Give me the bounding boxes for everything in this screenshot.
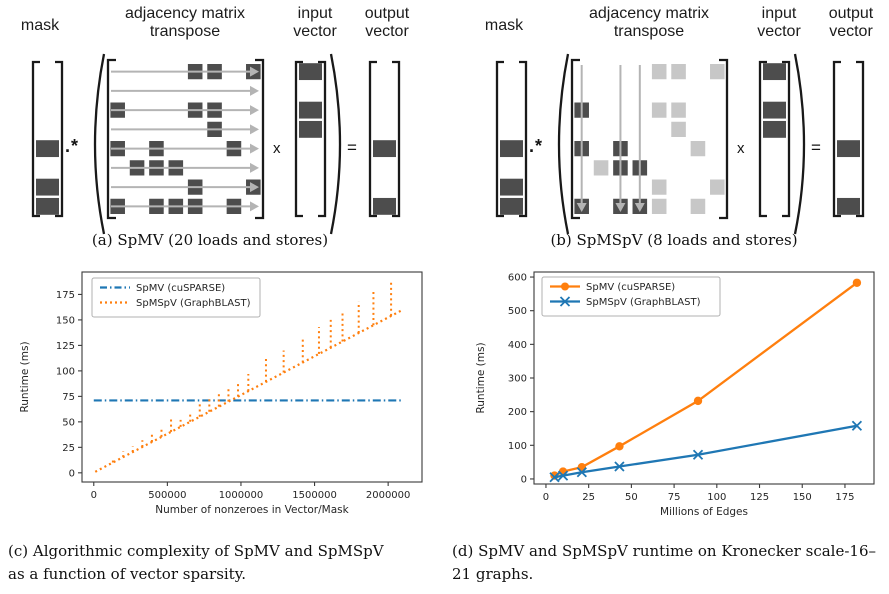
equals-operator: = — [811, 138, 821, 157]
y-tick-label: 300 — [508, 374, 527, 385]
close-paren — [329, 53, 342, 235]
spmspv-diagram-canvas — [495, 53, 865, 235]
input-vector-label: input vector — [293, 5, 337, 40]
x-tick-label: 2000000 — [366, 490, 411, 501]
y-tick-label: 50 — [62, 417, 75, 428]
x-tick-label: 50 — [625, 492, 638, 503]
x-tick-label: 500000 — [148, 490, 186, 501]
y-tick-label: 500 — [508, 306, 527, 317]
y-axis-label: Runtime (ms) — [475, 342, 487, 413]
open-paren — [557, 53, 570, 235]
runtime-chart: 0 100 200 300 400 500 600 0 25 50 75 100 125 150 175 Mi… — [475, 271, 875, 518]
input-vector-label: input vector — [757, 5, 801, 40]
x-tick-label: 150 — [793, 492, 812, 503]
spmspv-diagram-panel: mask adjacency matrix transpose input ve… — [464, 0, 889, 256]
caption-c: (c) Algorithmic complexity of SpMV and S… — [8, 542, 384, 583]
adjacency-matrix — [570, 58, 729, 220]
y-tick-label: 175 — [56, 290, 75, 301]
x-tick-label: 1500000 — [292, 490, 337, 501]
input-vector — [294, 60, 327, 218]
x-tick-label: 75 — [668, 492, 681, 503]
caption-d: (d) SpMV and SpMSpV runtime on Kronecker… — [452, 542, 876, 583]
x-tick-label: 0 — [543, 492, 549, 503]
close-paren — [793, 53, 806, 235]
y-tick-label: 125 — [56, 341, 75, 352]
y-tick-label: 100 — [508, 441, 527, 452]
x-tick-label: 1000000 — [219, 490, 264, 501]
legend-label: SpMSpV (GraphBLAST) — [136, 298, 251, 309]
adjacency-matrix-label: adjacency matrix transpose — [124, 5, 246, 40]
x-tick-label: 25 — [582, 492, 595, 503]
chart-d: 0 100 200 300 400 500 600 0 25 50 75 100 125 150 175 Mi… — [475, 271, 875, 518]
y-tick-label: 0 — [69, 468, 75, 479]
output-vector-label: output vector — [828, 5, 874, 40]
y-tick-label: 200 — [508, 407, 527, 418]
x-axis-label: Number of nonzeroes in Vector/Mask — [155, 504, 349, 516]
input-vector — [758, 60, 791, 218]
caption-b: (b) SpMSpV (8 loads and stores) — [550, 231, 798, 249]
legend-label: SpMV (cuSPARSE) — [136, 283, 225, 294]
equals-operator: = — [347, 138, 357, 157]
spmv-diagram-panel: mask adjacency matrix transpose input ve… — [0, 0, 425, 256]
adjacency-matrix-label: adjacency matrix transpose — [588, 5, 710, 40]
mask-vector — [31, 60, 64, 218]
y-tick-label: 25 — [62, 443, 75, 454]
legend-label: SpMSpV (GraphBLAST) — [586, 297, 701, 308]
y-tick-label: 75 — [62, 392, 75, 403]
caption-a: (a) SpMV (20 loads and stores) — [91, 231, 329, 249]
plot-frame — [81, 271, 423, 483]
mask-vector — [495, 60, 528, 218]
x-tick-label: 125 — [750, 492, 769, 503]
elementwise-multiply-operator: .* — [65, 136, 80, 156]
x-axis-label: Millions of Edges — [660, 506, 748, 518]
y-tick-label: 150 — [56, 315, 75, 326]
x-tick-label: 0 — [91, 490, 97, 501]
complexity-chart: 0 25 50 75 100 125 150 175 0 500000 1000000 1500000… — [19, 271, 423, 516]
output-vector — [832, 60, 865, 218]
mask-label: mask — [484, 17, 524, 34]
y-tick-label: 100 — [56, 366, 75, 377]
y-axis-label: Runtime (ms) — [19, 341, 31, 412]
multiply-operator: x — [737, 140, 745, 157]
y-tick-label: 400 — [508, 340, 527, 351]
x-tick-label: 100 — [707, 492, 726, 503]
legend: SpMV (cuSPARSE) SpMSpV (GraphBLAST) — [91, 277, 261, 318]
x-tick-label: 175 — [835, 492, 854, 503]
legend: SpMV (cuSPARSE) SpMSpV (GraphBLAST) — [541, 276, 721, 317]
adjacency-matrix — [106, 58, 265, 220]
y-tick-label: 0 — [521, 474, 527, 485]
output-vector — [368, 60, 401, 218]
y-tick-label: 600 — [508, 273, 527, 284]
spmspv-baseline — [94, 308, 404, 473]
mask-label: mask — [20, 17, 60, 34]
output-vector-label: output vector — [364, 5, 410, 40]
chart-c: 0 25 50 75 100 125 150 175 0 500000 1000000 1500000… — [19, 271, 423, 516]
multiply-operator: x — [273, 140, 281, 157]
spmspv-line — [554, 424, 858, 479]
legend-label: SpMV (cuSPARSE) — [586, 282, 675, 293]
spmv-diagram-canvas — [31, 53, 401, 235]
elementwise-multiply-operator: .* — [529, 136, 544, 156]
open-paren — [93, 53, 106, 235]
